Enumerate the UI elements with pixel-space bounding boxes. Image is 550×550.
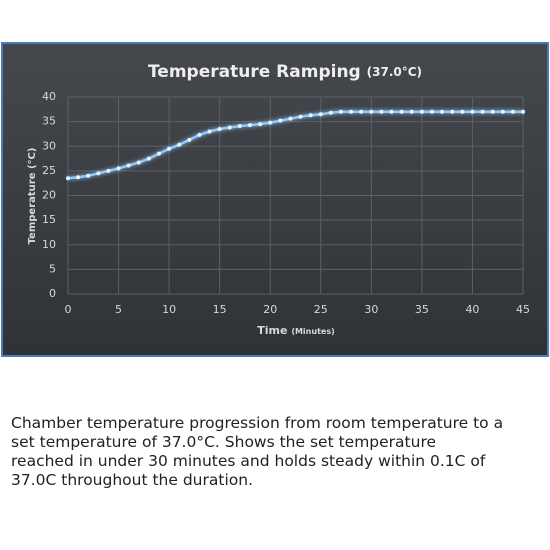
data-point — [470, 109, 475, 114]
data-point — [278, 118, 283, 123]
y-tick-label: 35 — [42, 115, 56, 128]
y-tick-label: 20 — [42, 189, 56, 202]
x-axis-label: Time (Minutes) — [257, 324, 334, 337]
data-point — [521, 109, 525, 114]
data-point — [237, 124, 242, 129]
y-tick-label: 25 — [42, 164, 56, 177]
data-point — [490, 109, 495, 114]
data-point — [207, 129, 212, 134]
title-main: Temperature Ramping — [148, 62, 361, 82]
data-point — [116, 166, 121, 171]
chart-panel — [1, 42, 549, 357]
data-point — [96, 171, 101, 176]
data-point — [328, 110, 333, 115]
y-tick-label: 15 — [42, 213, 56, 226]
data-point — [187, 137, 192, 142]
data-point — [288, 116, 293, 121]
data-point — [389, 109, 394, 114]
x-tick-label: 30 — [364, 303, 378, 316]
caption-line: Chamber temperature progression from roo… — [11, 414, 504, 432]
data-point — [157, 151, 161, 156]
data-point — [136, 160, 141, 165]
caption: Chamber temperature progression from roo… — [11, 414, 546, 490]
data-point — [76, 175, 81, 180]
data-point — [197, 132, 202, 137]
x-tick-label: 5 — [115, 303, 122, 316]
data-point — [268, 120, 273, 125]
data-point — [126, 163, 131, 168]
title-note: (37.0°C) — [367, 65, 422, 79]
y-tick-label: 10 — [42, 238, 56, 251]
y-tick-label: 5 — [49, 262, 56, 275]
y-tick-label: 40 — [42, 90, 56, 103]
caption-line: set temperature of 37.0°C. Shows the set… — [11, 433, 437, 451]
data-point — [146, 156, 151, 161]
data-point — [359, 109, 364, 114]
y-tick-label: 30 — [42, 139, 56, 152]
data-point — [460, 109, 465, 114]
data-point — [399, 109, 404, 114]
data-point — [66, 176, 70, 181]
x-tick-label: 40 — [465, 303, 479, 316]
x-label-main: Time — [257, 324, 287, 337]
data-point — [409, 109, 414, 114]
data-point — [318, 112, 323, 117]
data-point — [369, 109, 374, 114]
x-tick-label: 25 — [314, 303, 328, 316]
x-tick-label: 20 — [263, 303, 277, 316]
x-tick-label: 0 — [65, 303, 72, 316]
x-tick-label: 10 — [162, 303, 176, 316]
data-point — [480, 109, 485, 114]
data-point — [167, 146, 172, 151]
data-line — [67, 110, 523, 180]
x-tick-label: 45 — [516, 303, 530, 316]
x-label-note: (Minutes) — [291, 327, 334, 336]
y-axis-label: Temperature (°C) — [27, 148, 38, 245]
data-point — [258, 122, 263, 127]
data-point — [349, 109, 354, 114]
data-point — [440, 109, 445, 114]
data-point — [106, 168, 111, 173]
data-point — [339, 109, 343, 114]
data-point — [217, 127, 222, 132]
chart-title: Temperature Ramping (37.0°C) — [148, 62, 422, 82]
data-point — [450, 109, 455, 114]
data-point — [510, 109, 515, 114]
x-tick-label: 15 — [213, 303, 227, 316]
data-point — [308, 113, 313, 118]
data-point — [86, 173, 91, 178]
chart: Temperature Ramping (37.0°C) Time (Minut… — [1, 42, 549, 357]
x-tick-label: 35 — [415, 303, 429, 316]
y-tick-label: 0 — [49, 287, 56, 300]
data-point — [248, 123, 252, 128]
caption-line: reached in under 30 minutes and holds st… — [11, 452, 486, 470]
data-point — [500, 109, 505, 114]
data-point — [379, 109, 384, 114]
data-point — [227, 125, 232, 130]
data-point — [419, 109, 424, 114]
data-point — [298, 114, 303, 119]
data-point — [430, 109, 434, 114]
caption-line: 37.0C throughout the duration. — [11, 471, 253, 489]
data-point — [177, 142, 182, 147]
